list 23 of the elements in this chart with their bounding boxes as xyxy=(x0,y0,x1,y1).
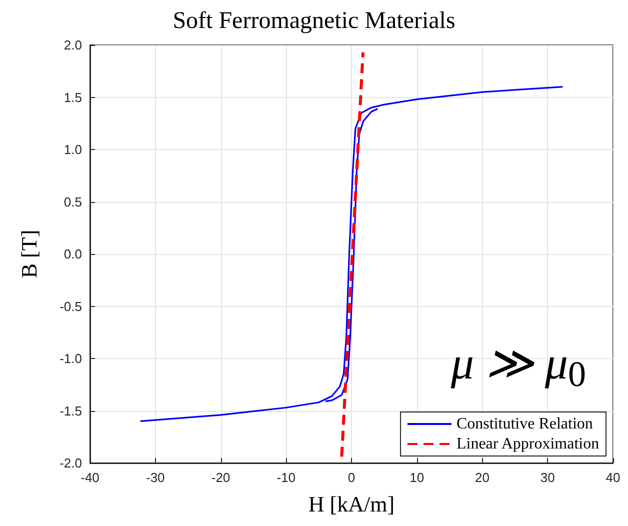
y-tick-label: 1.0 xyxy=(64,142,82,157)
x-tick-label: -10 xyxy=(276,470,296,485)
x-tick-label: -20 xyxy=(211,470,230,485)
legend-label: Linear Approximation xyxy=(456,436,600,452)
y-tick-label: 2.0 xyxy=(64,38,82,52)
x-tick-label: 20 xyxy=(475,470,490,485)
y-tick-label: -1.5 xyxy=(60,403,82,418)
x-tick-label: 30 xyxy=(540,470,555,485)
y-tick-label: 0.0 xyxy=(64,246,82,262)
x-tick-label: 40 xyxy=(606,470,620,485)
y-tick-label: -2.0 xyxy=(60,456,82,470)
x-axis-title: H [kA/m] xyxy=(308,492,395,516)
y-tick-label: 0.5 xyxy=(64,194,82,210)
x-tick-label: 10 xyxy=(410,470,424,485)
x-tick-label: 0 xyxy=(348,470,356,485)
x-tick-label: -40 xyxy=(80,470,100,485)
y-tick-label: 1.5 xyxy=(64,90,82,105)
y-axis-title: B [T] xyxy=(16,230,42,278)
x-tick-label: -30 xyxy=(146,470,165,485)
chart-title: Soft Ferromagnetic Materials xyxy=(172,8,456,34)
legend-label: Constitutive Relation xyxy=(456,416,593,432)
y-tick-label: -0.5 xyxy=(60,298,82,314)
y-tick-label: -1.0 xyxy=(60,351,82,366)
